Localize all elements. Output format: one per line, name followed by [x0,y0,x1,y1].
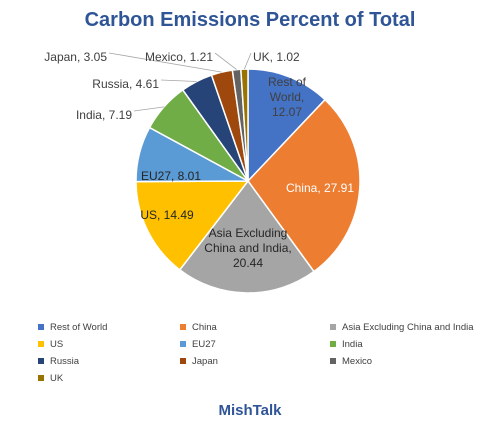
legend-swatch [38,375,44,381]
data-label: Japan, 3.05 [44,50,107,64]
data-label: Asia Excluding China and India, 20.44 [204,226,291,270]
legend-label: Japan [192,355,218,367]
legend-item: India [330,338,490,350]
chart-title: Carbon Emissions Percent of Total [84,9,416,31]
legend-swatch [38,341,44,347]
legend-swatch [38,324,44,330]
leader-line [133,106,165,112]
data-label: US, 14.49 [140,208,194,222]
leader-line [160,79,197,82]
legend-item: Mexico [330,355,490,367]
pie-slice-asia-excluding-china-and-india [178,179,315,294]
legend-label: Rest of World [50,321,108,333]
legend-item: Japan [180,355,330,367]
legend-label: UK [50,372,64,384]
footer-brand: MishTalk [218,402,282,419]
legend-item: EU27 [180,338,330,350]
legend-swatch [330,324,336,330]
legend-swatch [180,358,186,364]
legend-label: Asia Excluding China and India [342,321,474,333]
data-label: Rest of World, 12.07 [268,75,307,119]
data-label: China, 27.91 [286,181,354,195]
legend-label: China [192,321,217,333]
data-label: Mexico, 1.21 [145,50,213,64]
data-label: Russia, 4.61 [92,77,159,91]
legend-label: US [50,338,64,350]
legend-item: China [180,321,330,333]
legend-item: UK [38,372,180,384]
pie-slice-rest-of-world [247,68,327,183]
legend-item: Russia [38,355,180,367]
legend-item: Asia Excluding China and India [330,321,490,333]
legend-item: US [38,338,180,350]
leader-line [244,52,252,70]
leader-line [108,52,222,73]
legend-item: Rest of World [38,321,180,333]
pie-slice-us [135,180,250,271]
data-label: India, 7.19 [76,108,132,122]
legend-swatch [180,341,186,347]
legend-swatch [330,358,336,364]
legend-swatch [330,341,336,347]
legend-label: Russia [50,355,80,367]
pie-slice-china [247,98,361,273]
legend-label: Mexico [342,355,373,367]
data-label: UK, 1.02 [253,50,300,64]
legend-label: India [342,338,363,350]
pie-chart: Rest of World, 12.07 China, 27.91 Asia Exclu… [44,50,361,294]
data-label: EU27, 8.01 [141,169,201,183]
leader-line [214,52,237,70]
legend-label: EU27 [192,338,216,350]
legend-swatch [180,324,186,330]
chart-legend: Rest of World China Asia Excluding China a… [38,321,488,384]
legend-swatch [38,358,44,364]
